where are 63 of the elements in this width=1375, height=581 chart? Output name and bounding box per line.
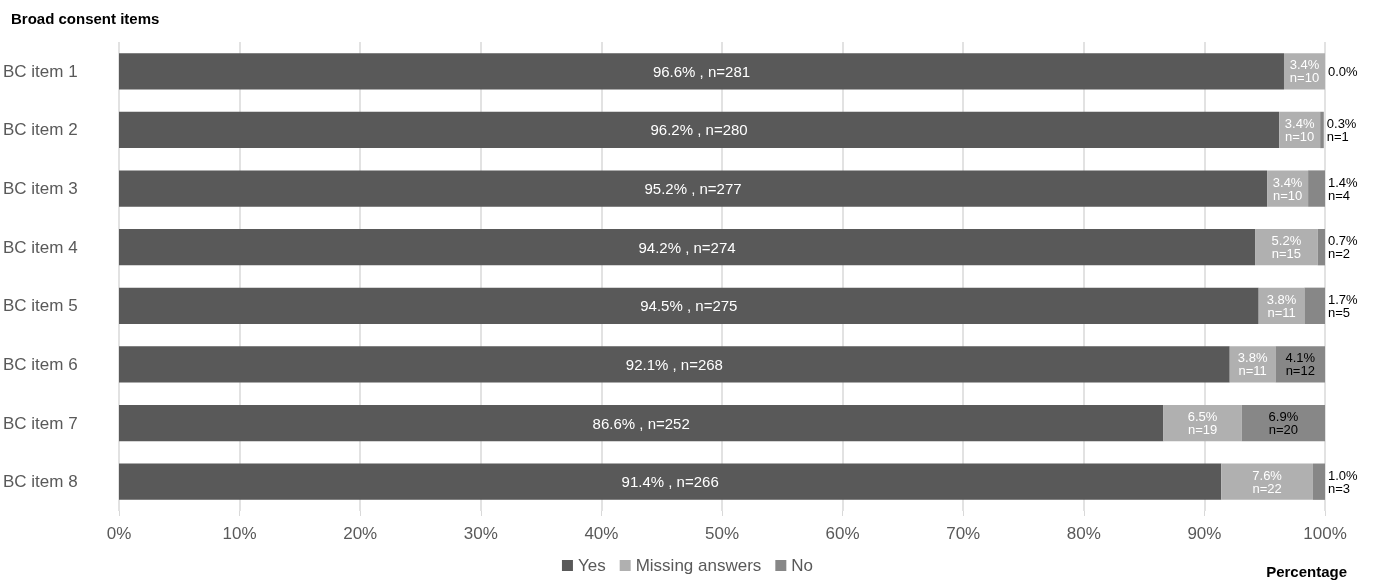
data-label: 0.0% xyxy=(1328,63,1359,79)
y-tick-label: BC item 1 xyxy=(3,61,78,81)
bar xyxy=(119,346,1230,383)
bar xyxy=(119,111,1280,149)
bar xyxy=(119,287,1259,324)
bar xyxy=(1304,287,1325,324)
data-label: 91.4% , n=266 xyxy=(621,473,719,491)
data-label: 3.8% n=11 xyxy=(1266,291,1297,320)
y-tick-label: BC item 5 xyxy=(3,296,78,316)
data-label: 3.8% n=11 xyxy=(1237,350,1268,379)
x-tick-label: 100% xyxy=(1303,524,1347,543)
data-label: 1.7% n=5 xyxy=(1328,291,1359,320)
data-label: 3.4% n=10 xyxy=(1289,57,1320,86)
data-label: 6.5% n=19 xyxy=(1187,409,1218,438)
data-label: 95.2% , n=277 xyxy=(644,180,742,198)
bar xyxy=(1308,170,1325,207)
data-label: 92.1% , n=268 xyxy=(625,355,723,373)
x-tick-label: 0% xyxy=(106,524,132,543)
x-tick-label: 30% xyxy=(463,524,498,543)
bar xyxy=(119,463,1222,500)
x-tick-label: 20% xyxy=(343,524,378,543)
y-tick-label: BC item 3 xyxy=(3,179,78,199)
x-tick-label: 70% xyxy=(946,524,981,543)
bar xyxy=(1163,404,1242,442)
bar xyxy=(119,53,1284,90)
legend-label: No xyxy=(791,556,814,575)
data-label: 1.0% n=3 xyxy=(1328,467,1359,496)
data-label: 0.7% n=2 xyxy=(1328,233,1359,262)
bar xyxy=(1320,111,1324,149)
data-label: 86.6% , n=252 xyxy=(592,414,690,432)
data-label: 3.4% n=10 xyxy=(1272,174,1303,203)
bar xyxy=(1317,229,1325,266)
bar xyxy=(119,404,1164,442)
bar xyxy=(119,170,1268,207)
legend-label: Yes xyxy=(577,556,606,575)
data-label: 4.1% n=12 xyxy=(1285,350,1316,379)
data-label: 1.4% n=4 xyxy=(1328,174,1359,203)
x-tick-label: 10% xyxy=(222,524,257,543)
y-tick-label: BC item 6 xyxy=(3,354,78,374)
data-label: 96.2% , n=280 xyxy=(650,121,748,139)
legend-label: Missing answers xyxy=(635,556,762,575)
x-tick-label: 40% xyxy=(584,524,619,543)
data-label: 7.6% n=22 xyxy=(1252,467,1283,496)
data-label: 94.5% , n=275 xyxy=(640,297,738,315)
x-tick-label: 80% xyxy=(1066,524,1101,543)
y-tick-label: BC item 4 xyxy=(3,237,78,257)
data-label: 96.6% , n=281 xyxy=(652,62,751,80)
x-axis-title: Percentage xyxy=(1266,563,1347,580)
data-label: 5.2% n=15 xyxy=(1271,233,1302,262)
data-label: 6.9% n=20 xyxy=(1268,409,1299,438)
y-tick-label: BC item 7 xyxy=(3,413,78,433)
x-tick-label: 60% xyxy=(825,524,860,543)
x-tick-label: 90% xyxy=(1187,524,1222,543)
data-label: 0.3% n=1 xyxy=(1326,115,1357,144)
bar xyxy=(1221,463,1313,500)
bar xyxy=(1312,463,1325,500)
data-label: 94.2% , n=274 xyxy=(638,238,736,256)
y-tick-label: BC item 2 xyxy=(3,120,78,140)
x-tick-label: 50% xyxy=(704,524,740,543)
y-tick-label: BC item 8 xyxy=(3,472,78,492)
data-label: 3.4% n=10 xyxy=(1284,115,1315,144)
bar xyxy=(119,229,1256,266)
chart-title: Broad consent items xyxy=(11,10,160,27)
